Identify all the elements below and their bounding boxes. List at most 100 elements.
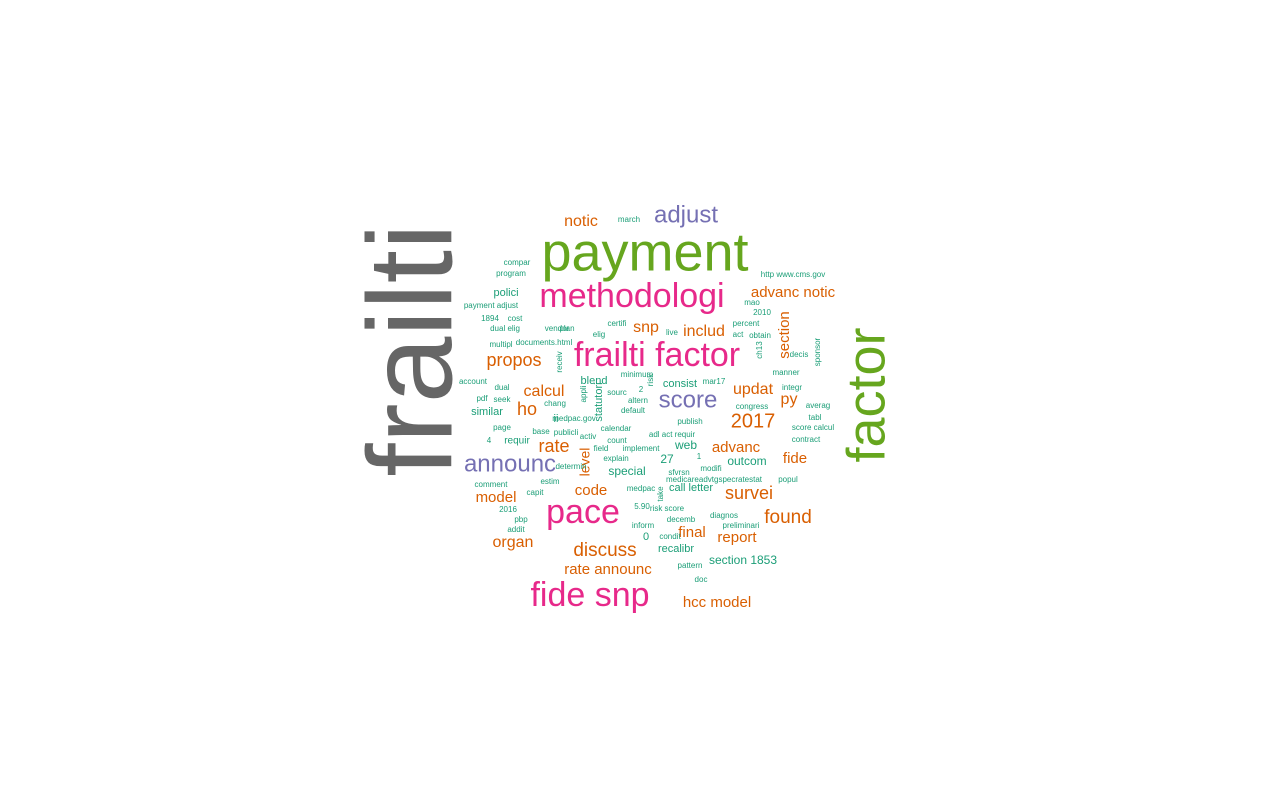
- word-code: code: [575, 482, 608, 499]
- word-averag: averag: [806, 401, 830, 410]
- word-vendor: vendor: [545, 324, 570, 333]
- word-decemb: decemb: [667, 515, 696, 524]
- word-ii: ii: [554, 413, 559, 425]
- word-doc: doc: [695, 575, 708, 584]
- word-chang: chang: [544, 399, 566, 408]
- word-rate-announc: rate announc: [564, 561, 652, 578]
- word-http-www-cms-gov: http www.cms.gov: [761, 270, 825, 279]
- word-discuss: discuss: [573, 540, 636, 561]
- word-27: 27: [660, 452, 674, 466]
- word-cost: cost: [508, 314, 523, 323]
- word-tabl: tabl: [809, 413, 822, 422]
- word-sfvrsn: sfvrsn: [668, 468, 689, 477]
- word-2017: 2017: [731, 410, 776, 432]
- word-methodologi: methodologi: [539, 277, 724, 315]
- word-publish: publish: [677, 417, 702, 426]
- word-medicareadvtgspecratestat: medicareadvtgspecratestat: [666, 475, 763, 484]
- word-capit: capit: [527, 488, 545, 497]
- word-pattern: pattern: [678, 561, 703, 570]
- word-polici: polici: [493, 287, 518, 299]
- word-fide: fide: [783, 450, 807, 467]
- word-sourc: sourc: [607, 388, 627, 397]
- word-notic: notic: [564, 213, 598, 230]
- word-seek: seek: [494, 395, 512, 404]
- word-percent: percent: [733, 319, 760, 328]
- word-model: model: [476, 489, 517, 506]
- word-2016: 2016: [499, 505, 517, 514]
- word-compar: compar: [504, 258, 531, 267]
- word-5-90: 5.90: [634, 502, 650, 511]
- word-live: live: [666, 328, 679, 337]
- word-recalibr: recalibr: [658, 543, 694, 555]
- word-appli: appli: [579, 385, 588, 402]
- word-2: 2: [639, 385, 644, 394]
- word-minimum: minimum: [621, 370, 654, 379]
- word-web: web: [674, 438, 697, 452]
- word-explain: explain: [603, 454, 628, 463]
- word-count: count: [607, 436, 627, 445]
- word-medpac-gov: medpac.gov: [552, 414, 596, 423]
- word-blend: blend: [581, 375, 608, 387]
- word-congress: congress: [736, 402, 768, 411]
- word-call-letter: call letter: [669, 482, 713, 494]
- word-advanc-notic: advanc notic: [751, 284, 836, 301]
- word-1: 1: [697, 452, 702, 461]
- word-pdf: pdf: [476, 394, 488, 403]
- word-frailti: frailti: [344, 223, 478, 476]
- word-adl-act-requir: adl act requir: [649, 430, 696, 439]
- word-outcom: outcom: [727, 454, 766, 468]
- word-condit: condit: [659, 532, 681, 541]
- word-estim: estim: [540, 477, 559, 486]
- word-consist: consist: [663, 378, 697, 390]
- word-2010: 2010: [753, 308, 771, 317]
- word-documents-html: documents.html: [516, 338, 573, 347]
- word-section: section: [776, 311, 793, 359]
- word-adjust: adjust: [654, 201, 718, 228]
- word-manner: manner: [772, 368, 799, 377]
- word-py: py: [781, 391, 798, 408]
- word-modifi: modifi: [700, 464, 722, 473]
- word-calcul: calcul: [524, 383, 565, 400]
- word-integr: integr: [782, 383, 802, 392]
- word-rate: rate: [538, 436, 569, 456]
- word-obtain: obtain: [749, 331, 771, 340]
- word-base: base: [532, 427, 550, 436]
- word-organ: organ: [493, 534, 534, 551]
- word-march: march: [618, 215, 640, 224]
- word-pbp: pbp: [514, 515, 528, 524]
- word-ch13: ch13: [755, 341, 764, 359]
- word-dual: dual: [494, 383, 509, 392]
- word-plan: plan: [559, 324, 574, 333]
- word-special: special: [608, 464, 645, 478]
- word-report: report: [717, 529, 757, 546]
- word-fide-snp: fide snp: [530, 576, 649, 614]
- word-announc: announc: [464, 450, 556, 477]
- word-determin: determin: [555, 462, 586, 471]
- word-publicli: publicli: [554, 428, 579, 437]
- word-certifi: certifi: [607, 319, 626, 328]
- word-found: found: [764, 507, 812, 528]
- word-0: 0: [643, 531, 649, 543]
- word-advanc: advanc: [712, 439, 761, 456]
- word-account: account: [459, 377, 488, 386]
- word-statutori: statutori: [593, 382, 605, 421]
- word-payment: payment: [541, 222, 748, 282]
- word-ho: ho: [517, 399, 537, 419]
- word-4: 4: [487, 436, 492, 445]
- word-score-calcul: score calcul: [792, 423, 834, 432]
- word-requir: requir: [504, 436, 530, 447]
- word-hcc-model: hcc model: [683, 594, 751, 611]
- word-propos: propos: [486, 350, 541, 370]
- word-elig: elig: [593, 330, 605, 339]
- word-survei: survei: [725, 483, 773, 503]
- word-score: score: [659, 386, 718, 413]
- word-medpac: medpac: [627, 484, 655, 493]
- word-risk: risk: [646, 373, 655, 386]
- word-final: final: [678, 524, 706, 541]
- word-inform: inform: [632, 521, 655, 530]
- word-act: act: [733, 330, 744, 339]
- word-similar: similar: [471, 406, 503, 418]
- word-level: level: [577, 448, 593, 477]
